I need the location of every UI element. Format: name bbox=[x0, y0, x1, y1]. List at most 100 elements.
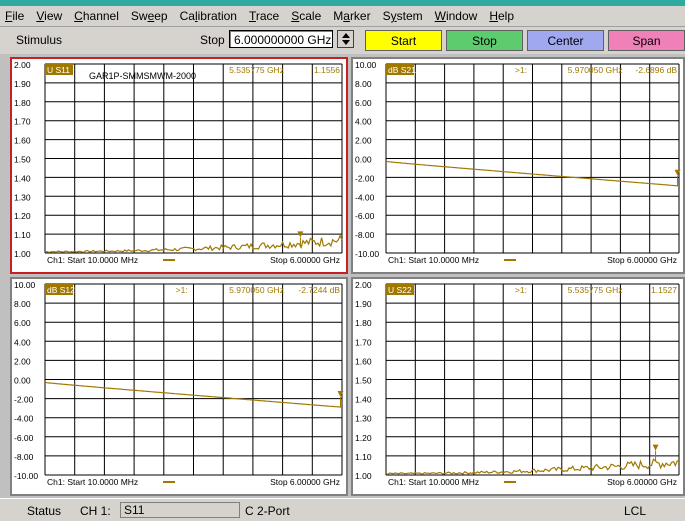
y-tick-label: 8.00 bbox=[14, 299, 31, 309]
y-tick-label: 1.80 bbox=[14, 98, 31, 108]
y-tick-label: 1.70 bbox=[14, 117, 31, 127]
trace-label: U S22 bbox=[388, 285, 412, 295]
y-tick-label: -6.00 bbox=[355, 211, 375, 221]
trace-label-box bbox=[386, 284, 414, 295]
y-tick-label: 2.00 bbox=[355, 280, 372, 290]
status-mode: LCL bbox=[624, 504, 647, 518]
y-tick-label: 1.50 bbox=[355, 376, 372, 386]
y-tick-label: 1.40 bbox=[355, 395, 372, 405]
status-bar: Status CH 1: S11 C 2-Port LCL bbox=[0, 498, 685, 521]
y-tick-label: 1.60 bbox=[14, 136, 31, 146]
y-tick-label: -2.00 bbox=[14, 395, 34, 405]
trace-plot: 2.00 1.90 1.80 1.70 1.60 1.50 1.40 1.30 1.20 1.10… bbox=[355, 280, 680, 487]
marker-icon bbox=[652, 444, 659, 451]
menu-item[interactable]: Marker bbox=[333, 9, 371, 23]
trace-label-box bbox=[45, 64, 73, 75]
y-tick-label: -2.00 bbox=[355, 173, 375, 183]
menu-item[interactable]: View bbox=[36, 9, 63, 23]
y-tick-label: 1.20 bbox=[355, 433, 372, 443]
y-tick-label: 1.40 bbox=[14, 173, 31, 183]
menu-item[interactable]: System bbox=[382, 9, 423, 23]
y-tick-label: 4.00 bbox=[355, 117, 372, 127]
trace-window-s11[interactable]: 2.00 1.90 1.80 1.70 1.60 1.50 1.40 1.30 1.20 1.10… bbox=[10, 57, 348, 274]
menu-item[interactable]: Scale bbox=[291, 9, 322, 23]
menu-bar: File View Channel Sweep Calibration Trace Scal… bbox=[0, 6, 685, 27]
spin-down-icon[interactable] bbox=[342, 40, 350, 45]
marker-icon bbox=[337, 391, 344, 398]
trace-plot: 10.00 8.00 6.00 4.00 2.00 0.00 -2.00 -4.00 -6.00… bbox=[355, 60, 681, 265]
y-tick-label: 1.50 bbox=[14, 155, 31, 165]
y-tick-label: 1.10 bbox=[14, 230, 31, 240]
marker-frequency: 5.535775 GHz bbox=[229, 65, 284, 75]
y-tick-label: 1.90 bbox=[14, 79, 31, 89]
start-button[interactable]: Start bbox=[365, 30, 442, 51]
menu-item[interactable]: Calibration bbox=[179, 9, 237, 23]
y-tick-label: -4.00 bbox=[355, 192, 375, 202]
stop-button[interactable]: Stop bbox=[446, 30, 523, 51]
trace-label: U S11 bbox=[47, 65, 70, 75]
marker-frequency: 5.535775 GHz bbox=[568, 285, 623, 295]
y-tick-label: 2.00 bbox=[355, 136, 372, 146]
marker-icon bbox=[674, 169, 681, 176]
status-calibration: C 2-Port bbox=[245, 504, 290, 518]
marker-indicator: >1: bbox=[515, 65, 527, 75]
spin-up-icon[interactable] bbox=[342, 33, 350, 38]
y-tick-label: 1.80 bbox=[355, 318, 372, 328]
menu-item[interactable]: File bbox=[5, 9, 25, 23]
start-frequency-label: Ch1: Start 10.0000 MHz bbox=[47, 255, 138, 265]
y-tick-label: 10.00 bbox=[355, 60, 377, 70]
marker-indicator: >1: bbox=[515, 285, 527, 295]
menu-item[interactable]: Trace bbox=[248, 9, 280, 23]
y-tick-label: 8.00 bbox=[355, 79, 372, 89]
marker-icon bbox=[297, 231, 304, 238]
stop-frequency-label: Stop 6.00000 GHz bbox=[270, 477, 340, 487]
span-button[interactable]: Span bbox=[608, 30, 685, 51]
y-tick-label: 4.00 bbox=[14, 337, 31, 347]
trace-label-box bbox=[386, 64, 414, 75]
stop-frequency-input[interactable]: 6.000000000 GHz bbox=[229, 30, 333, 48]
stop-frequency-label: Stop 6.00000 GHz bbox=[607, 255, 677, 265]
y-tick-label: 1.10 bbox=[355, 452, 372, 462]
y-tick-label: 6.00 bbox=[355, 98, 372, 108]
y-tick-label: 0.00 bbox=[355, 155, 372, 165]
trace-plot: 10.00 8.00 6.00 4.00 2.00 0.00 -2.00 -4.00 -6.00… bbox=[14, 280, 344, 487]
y-tick-label: 2.00 bbox=[14, 60, 31, 70]
trace-line bbox=[44, 381, 343, 408]
stimulus-label: Stimulus bbox=[16, 33, 63, 47]
trace-line bbox=[385, 160, 680, 187]
menu-item[interactable]: Sweep bbox=[130, 9, 168, 23]
start-frequency-label: Ch1: Start 10.0000 MHz bbox=[388, 477, 479, 487]
menu-item[interactable]: Help bbox=[489, 9, 515, 23]
y-tick-label: 0.00 bbox=[14, 376, 31, 386]
title-strip bbox=[0, 0, 685, 6]
stimulus-toolbar: Stimulus Stop 6.000000000 GHz Start Stop… bbox=[0, 27, 685, 54]
trace-label: dB S12 bbox=[47, 285, 75, 295]
y-tick-label: 1.70 bbox=[355, 337, 372, 347]
marker-value: 1.1527 bbox=[651, 285, 677, 295]
status-channel: CH 1: bbox=[80, 504, 111, 518]
menu-item[interactable]: Window bbox=[434, 9, 478, 23]
y-tick-label: -10.00 bbox=[14, 471, 38, 481]
menu-item[interactable]: Channel bbox=[74, 9, 119, 23]
trace-plot: 2.00 1.90 1.80 1.70 1.60 1.50 1.40 1.30 1.20 1.10… bbox=[14, 60, 343, 265]
y-tick-label: 1.60 bbox=[355, 356, 372, 366]
y-tick-label: 6.00 bbox=[14, 318, 31, 328]
y-tick-label: 10.00 bbox=[14, 280, 36, 290]
trace-line bbox=[385, 458, 680, 475]
center-button[interactable]: Center bbox=[527, 30, 604, 51]
trace-window-s21[interactable]: 10.00 8.00 6.00 4.00 2.00 0.00 -2.00 -4.00 -6.00… bbox=[351, 57, 685, 274]
y-tick-label: -8.00 bbox=[14, 452, 34, 462]
stop-frequency-label: Stop 6.00000 GHz bbox=[270, 255, 340, 265]
y-tick-label: 2.00 bbox=[14, 356, 31, 366]
marker-frequency: 5.970050 GHz bbox=[568, 65, 623, 75]
y-tick-label: 1.20 bbox=[14, 211, 31, 221]
trace-window-s12[interactable]: 10.00 8.00 6.00 4.00 2.00 0.00 -2.00 -4.00 -6.00… bbox=[10, 277, 348, 496]
marker-value: -2.7244 dB bbox=[298, 285, 340, 295]
status-label: Status bbox=[27, 504, 62, 518]
stop-label: Stop bbox=[200, 33, 225, 47]
trace-window-s22[interactable]: 2.00 1.90 1.80 1.70 1.60 1.50 1.40 1.30 1.20 1.10… bbox=[351, 277, 685, 496]
start-frequency-label: Ch1: Start 10.0000 MHz bbox=[388, 255, 479, 265]
stop-frequency-spinner[interactable] bbox=[337, 30, 354, 48]
marker-indicator: >1: bbox=[176, 285, 188, 295]
status-parameter: S11 bbox=[120, 502, 240, 518]
